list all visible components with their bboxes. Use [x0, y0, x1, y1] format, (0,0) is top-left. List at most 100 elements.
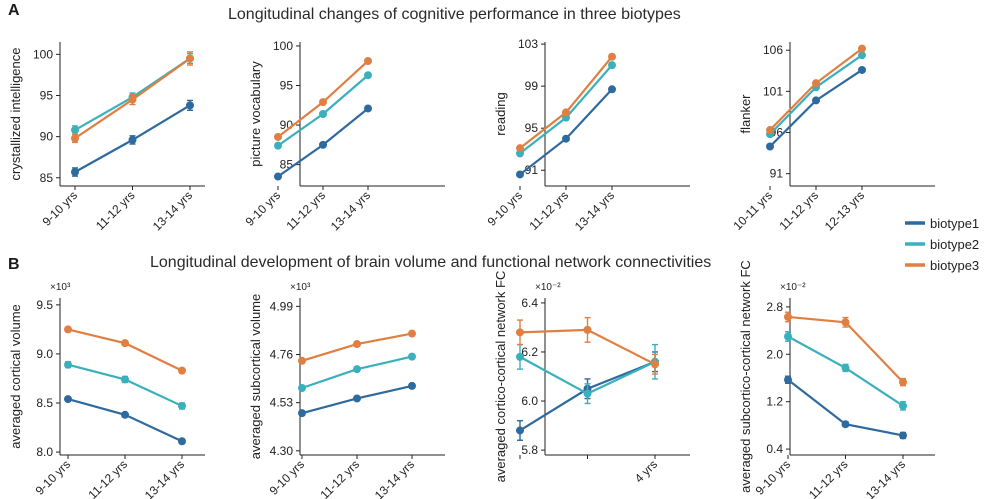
data-point — [841, 420, 850, 429]
data-point — [274, 132, 282, 141]
y-tick-label: 6.4 — [521, 296, 538, 310]
y-tick-label: 6.0 — [521, 394, 538, 408]
y-scale-factor: ×10³ — [290, 282, 311, 293]
chart-6: 4.30 4.53 4.76 4.99 9-10 yrs 11-12 yrs 13-14 y… — [248, 282, 445, 499]
y-scale-factor: ×10⁻² — [535, 282, 561, 293]
series-line — [67, 398, 183, 443]
data-point — [858, 65, 866, 74]
y-axis-label: crystallized intelligence — [8, 48, 23, 181]
x-tick-label: 11-12 yrs — [776, 188, 821, 233]
series-biotype2 — [71, 52, 194, 135]
data-point — [319, 140, 327, 149]
y-axis-label: picture vocabulary — [248, 61, 263, 167]
data-point — [608, 85, 616, 94]
series-line — [67, 328, 183, 372]
series-biotype2 — [298, 352, 416, 393]
series-biotype2 — [64, 360, 186, 410]
data-point — [784, 332, 792, 341]
y-tick-label: 4.76 — [270, 348, 294, 362]
data-point — [128, 95, 137, 104]
data-point — [364, 104, 372, 113]
data-point — [353, 394, 361, 403]
series-biotype3 — [784, 311, 907, 387]
data-point — [274, 141, 282, 150]
data-point — [64, 325, 72, 334]
x-tick-label: 9-10 yrs — [485, 188, 526, 229]
data-point — [408, 352, 416, 361]
series-biotype3 — [766, 44, 866, 135]
series-line — [769, 54, 863, 135]
y-tick-label: 4.53 — [270, 396, 294, 410]
data-point — [178, 437, 186, 446]
data-point — [128, 135, 137, 144]
data-point — [899, 378, 907, 387]
legend-label: biotype3 — [930, 258, 979, 273]
series-biotype3 — [516, 316, 659, 375]
data-point — [353, 340, 361, 349]
y-tick-label: 91 — [770, 167, 784, 181]
data-point — [364, 71, 372, 80]
y-tick-label: 2.8 — [766, 300, 783, 314]
y-tick-label: 90 — [40, 130, 54, 144]
series-biotype2 — [274, 71, 372, 150]
panel-a-letter: A — [8, 2, 20, 19]
y-scale-factor: ×10³ — [50, 282, 71, 293]
data-point — [516, 352, 524, 361]
data-point — [71, 168, 79, 177]
data-point — [651, 360, 659, 369]
y-axis-label: flanker — [738, 94, 753, 134]
x-tick-label: 9-10 yrs — [267, 457, 308, 498]
chart-3: 91 95 99 103 9-10 yrs 11-12 yrs 13-14 yrs readi… — [485, 37, 690, 233]
data-point — [186, 101, 194, 110]
data-point — [364, 56, 372, 65]
y-axis-label: averaged subcortical volume — [248, 294, 263, 459]
data-point — [784, 375, 792, 384]
data-point — [408, 381, 416, 390]
x-tick-label: 9-10 yrs — [40, 188, 81, 229]
data-point — [858, 44, 866, 53]
y-tick-label: 95 — [40, 88, 54, 102]
data-point — [71, 126, 79, 135]
data-point — [841, 363, 850, 372]
series-biotype3 — [516, 52, 616, 153]
x-tick-label: 13-14 yrs — [863, 457, 908, 499]
series-biotype1 — [298, 381, 416, 418]
data-point — [121, 410, 129, 419]
data-point — [319, 98, 327, 107]
series-biotype1 — [766, 65, 866, 151]
y-tick-label: 85 — [40, 171, 54, 185]
panel-b-letter: B — [8, 256, 20, 273]
y-axis-label: averaged subcortico-cortical network FC — [738, 260, 753, 493]
x-tick-label: 11-12 yrs — [85, 457, 130, 499]
x-tick-label: 4 yrs — [632, 457, 660, 485]
series-biotype3 — [298, 329, 416, 365]
series-biotype1 — [274, 104, 372, 181]
data-point — [858, 51, 866, 60]
data-point — [408, 329, 416, 338]
y-tick-label: 4.30 — [270, 444, 294, 458]
x-tick-label: 11-12 yrs — [317, 457, 362, 499]
chart-7: 5.8 6.0 6.2 6.4 4 yrs averaged cortico-cortic… — [493, 271, 690, 486]
y-tick-label: 9.0 — [36, 347, 53, 361]
data-point — [766, 142, 774, 151]
x-tick-label: 11-12 yrs — [526, 188, 571, 233]
y-tick-label: 2.0 — [766, 347, 783, 361]
data-point — [64, 395, 72, 404]
y-tick-label: 5.8 — [521, 443, 538, 457]
chart-8: 0.4 1.2 2.0 2.8 9-10 yrs 11-12 yrs 13-14 yrs av… — [738, 260, 935, 499]
series-biotype1 — [784, 375, 907, 440]
data-point — [319, 110, 327, 118]
y-axis-label: averaged cortical volume — [8, 304, 23, 449]
data-point — [562, 134, 570, 143]
y-axis-label: reading — [493, 92, 508, 135]
y-tick-label: 6.2 — [521, 345, 538, 359]
series-biotype1 — [71, 99, 194, 177]
legend: biotype1 biotype2 biotype3 — [905, 216, 979, 273]
x-tick-label: 12-13 yrs — [822, 188, 867, 233]
x-tick-label: 9-10 yrs — [33, 457, 74, 498]
data-point — [353, 365, 361, 374]
x-tick-label: 10-11 yrs — [730, 188, 775, 233]
data-point — [298, 384, 306, 393]
